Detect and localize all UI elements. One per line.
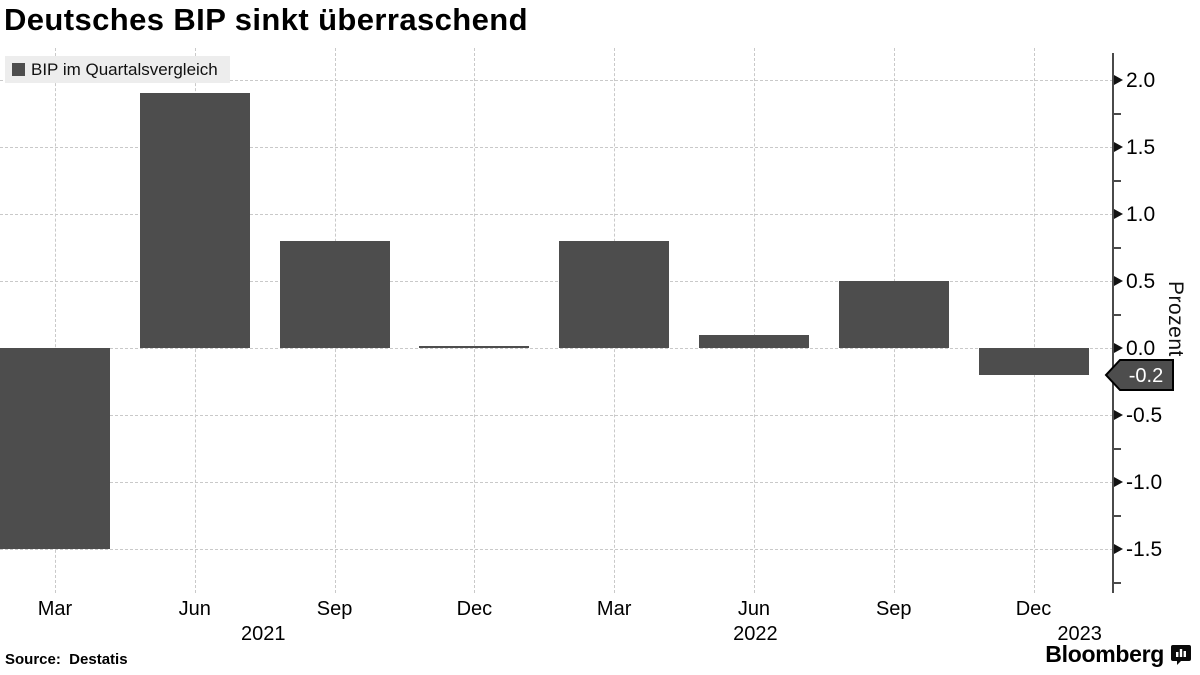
y-major-tick-arrow [1114,544,1123,554]
y-tick-label: 2.0 [1126,69,1156,92]
bar [838,281,949,348]
y-major-tick-arrow [1114,142,1123,152]
y-minor-tick [1113,313,1121,316]
year-label: 2021 [241,623,286,645]
x-tick-label: Jun [737,598,771,620]
bar [978,348,1089,375]
y-axis-title: Prozent [1164,281,1187,357]
y-major-tick-arrow [1114,209,1123,219]
x-tick-label: Dec [1015,598,1052,620]
bar [419,345,530,348]
y-tick-label: 0.5 [1126,270,1156,293]
year-label: 2022 [733,623,778,645]
legend: BIP im Quartalsvergleich [5,56,230,83]
last-value-badge: -0.2 [1104,358,1174,391]
v-gridline [55,48,56,593]
y-tick-label: -1.5 [1126,538,1163,561]
y-major-tick-arrow [1114,343,1123,353]
bloomberg-logo-icon [1171,644,1191,665]
h-gridline [0,348,1113,349]
y-minor-tick [1113,514,1121,517]
last-value-badge-label: -0.2 [1129,365,1163,387]
y-major-tick-arrow [1114,75,1123,85]
y-axis-line [1112,53,1114,593]
legend-label: BIP im Quartalsvergleich [31,60,218,79]
y-minor-tick [1113,581,1121,584]
y-tick-label: -0.5 [1126,404,1163,427]
h-gridline [0,482,1113,483]
y-tick-label: 1.0 [1126,203,1156,226]
v-gridline [1033,48,1035,593]
bar [0,348,110,549]
year-label: 2023 [1057,623,1102,645]
bar [559,240,670,348]
h-gridline [0,549,1113,550]
x-tick-label: Dec [456,598,493,620]
x-tick-label: Jun [178,598,211,620]
y-tick-label: 1.5 [1126,136,1156,159]
chart-title: Deutsches BIP sinkt überraschend [4,2,528,37]
bloomberg-wordmark: Bloomberg [1045,641,1164,667]
h-gridline [0,214,1113,215]
y-minor-tick [1113,179,1121,182]
legend-swatch [12,63,25,76]
bar [698,334,809,348]
x-tick-label: Sep [316,598,353,620]
h-gridline [0,281,1113,282]
bar [279,240,390,348]
y-major-tick-arrow [1114,410,1123,420]
bar [139,93,250,348]
y-major-tick-arrow [1114,276,1123,286]
v-gridline [474,48,476,593]
y-tick-label: 0.0 [1126,337,1156,360]
y-tick-label: -1.0 [1126,471,1163,494]
v-gridline [753,48,755,593]
source-note: Source: Destatis [5,651,128,668]
h-gridline [0,80,1113,81]
bloomberg-logo: Bloomberg [1045,641,1192,668]
h-gridline [0,415,1113,416]
y-minor-tick [1113,246,1121,249]
y-minor-tick [1113,447,1121,450]
y-minor-tick [1113,112,1121,115]
y-major-tick-arrow [1114,477,1123,487]
x-tick-label: Mar [37,598,73,620]
h-gridline [0,147,1113,148]
x-tick-label: Sep [875,598,912,620]
x-tick-label: Mar [596,598,632,620]
